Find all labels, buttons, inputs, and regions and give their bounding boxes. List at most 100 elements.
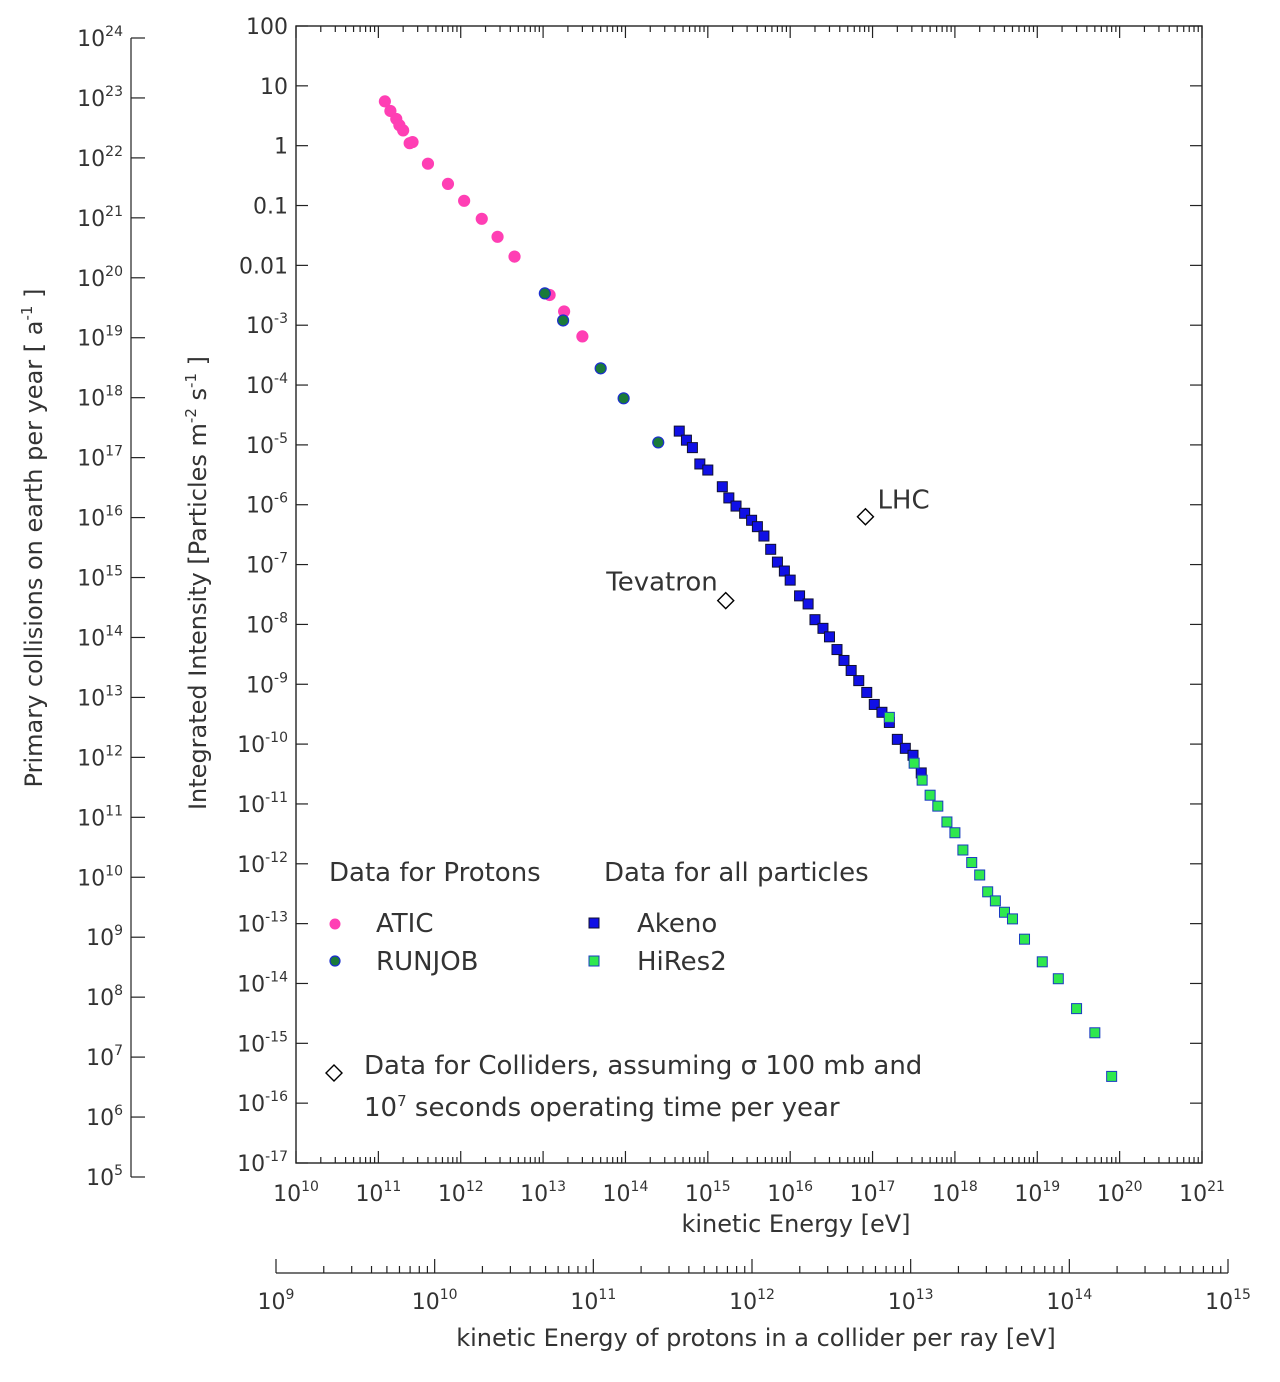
- left-axis-tick-label: 109: [86, 923, 123, 951]
- akeno-point: [794, 590, 806, 602]
- akeno-point: [817, 622, 829, 634]
- hires2-point: [941, 816, 953, 828]
- legend-marker-akeno: [588, 917, 600, 929]
- hires2-point: [982, 886, 994, 898]
- bottom-axis-tick-label: 109: [258, 1287, 295, 1315]
- atic-point: [378, 95, 391, 108]
- y-tick-label: 10-10: [237, 730, 288, 758]
- akeno-point: [809, 614, 821, 626]
- plot-frame: [295, 25, 1203, 1164]
- y-tick-label: 0.1: [253, 195, 288, 220]
- y-tick-label: 10-17: [237, 1149, 288, 1177]
- akeno-point: [784, 574, 796, 586]
- x-tick-label: 1010: [273, 1179, 319, 1207]
- hires2-point: [1036, 956, 1048, 968]
- tick-marks: [131, 25, 1229, 1273]
- y-tick-label: 100: [246, 15, 288, 40]
- y-axis-label: Integrated Intensity [Particles m-2 s-1 …: [182, 356, 212, 810]
- x-tick-label: 1018: [932, 1179, 978, 1207]
- akeno-point: [838, 654, 850, 666]
- hires2-point: [908, 757, 920, 769]
- hires2-point: [957, 844, 969, 856]
- y-tick-label: 10-12: [237, 850, 288, 878]
- left-axis-tick-label: 1022: [77, 144, 123, 172]
- y-tick-label: 0.01: [239, 254, 288, 279]
- y-tick-label: 10-3: [246, 311, 288, 339]
- akeno-point: [899, 742, 911, 754]
- left-axis-label: Primary collisions on earth per year [ a…: [18, 289, 48, 788]
- x-axis-label: kinetic Energy [eV]: [681, 1210, 910, 1238]
- legend: Data for Protons Data for all particles …: [325, 858, 922, 1123]
- x-tick-label: 1016: [767, 1179, 813, 1207]
- atic-point: [441, 177, 455, 190]
- x-tick-label: 1019: [1014, 1179, 1060, 1207]
- akeno-point: [686, 442, 698, 454]
- left-axis-tick-label: 1023: [77, 84, 123, 112]
- akeno-point: [823, 631, 835, 643]
- x-tick-label: 1021: [1179, 1179, 1225, 1207]
- akeno-point: [771, 556, 783, 568]
- akeno-point: [673, 425, 685, 437]
- colliders-point: [856, 507, 875, 526]
- left-axis-tick-label: 1016: [77, 504, 123, 532]
- legend-marker-runjob: [329, 955, 341, 967]
- legend-marker-colliders: [325, 1064, 343, 1082]
- y-tick-label: 10-4: [246, 371, 288, 399]
- legend-marker-atic: [329, 918, 341, 930]
- legend-heading-all-particles: Data for all particles: [604, 858, 869, 888]
- akeno-point: [778, 565, 790, 577]
- bottom-axis-tick-label: 1013: [888, 1287, 934, 1315]
- y-tick-label: 10-13: [237, 910, 288, 938]
- atic-point: [576, 330, 589, 343]
- annotation-tevatron: Tevatron: [605, 568, 717, 598]
- colliders-point: [716, 591, 735, 610]
- left-axis-tick-label: 1011: [77, 803, 123, 831]
- runjob-point: [594, 362, 607, 375]
- legend-label-atic: ATIC: [376, 909, 433, 939]
- akeno-point: [861, 686, 873, 698]
- akeno-point: [746, 514, 758, 526]
- left-axis-tick-label: 1018: [77, 384, 123, 412]
- left-axis-tick-label: 1014: [77, 623, 123, 651]
- y-tick-label: 10-7: [246, 551, 288, 579]
- y-tick-label: 10-15: [237, 1029, 288, 1057]
- x-tick-label: 1020: [1097, 1179, 1143, 1207]
- legend-colliders-line1: Data for Colliders, assuming σ 100 mb an…: [364, 1051, 922, 1081]
- atic-point: [491, 230, 504, 243]
- hires2-point: [1106, 1070, 1118, 1082]
- hires2-point: [998, 906, 1010, 918]
- legend-heading-protons: Data for Protons: [329, 858, 541, 888]
- y-tick-label: 10-14: [237, 969, 288, 997]
- hires2-point: [1071, 1003, 1083, 1015]
- akeno-point: [680, 434, 692, 446]
- left-axis-tick-label: 1015: [77, 564, 123, 592]
- akeno-point: [694, 458, 706, 470]
- akeno-point: [765, 543, 777, 555]
- left-axis-tick-label: 107: [86, 1043, 123, 1071]
- hires2-point: [966, 857, 978, 869]
- legend-colliders-line2: 107 seconds operating time per year: [364, 1092, 840, 1123]
- legend-label-akeno: Akeno: [637, 909, 717, 939]
- runjob-point: [538, 287, 551, 300]
- y-tick-label: 1: [274, 135, 288, 160]
- y-tick-label: 10-11: [237, 790, 288, 818]
- hires2-point: [989, 895, 1001, 907]
- x-tick-label: 1017: [850, 1179, 896, 1207]
- left-axis-tick-label: 1013: [77, 683, 123, 711]
- bottom-axis-tick-label: 1015: [1205, 1287, 1251, 1315]
- bottom-axis-tick-label: 1012: [729, 1287, 775, 1315]
- y-tick-label: 10: [260, 75, 288, 100]
- atic-point: [397, 124, 410, 137]
- hires2-point: [932, 800, 944, 812]
- x-tick-label: 1015: [685, 1179, 731, 1207]
- left-axis-tick-label: 105: [86, 1163, 123, 1191]
- hires2-point: [949, 827, 961, 839]
- y-tick-label: 10-16: [237, 1089, 288, 1117]
- hires2-point: [974, 869, 986, 881]
- bottom-axis-label: kinetic Energy of protons in a collider …: [456, 1324, 1056, 1352]
- left-axis-tick-label: 106: [86, 1103, 123, 1131]
- akeno-point: [716, 481, 728, 493]
- akeno-point: [891, 733, 903, 745]
